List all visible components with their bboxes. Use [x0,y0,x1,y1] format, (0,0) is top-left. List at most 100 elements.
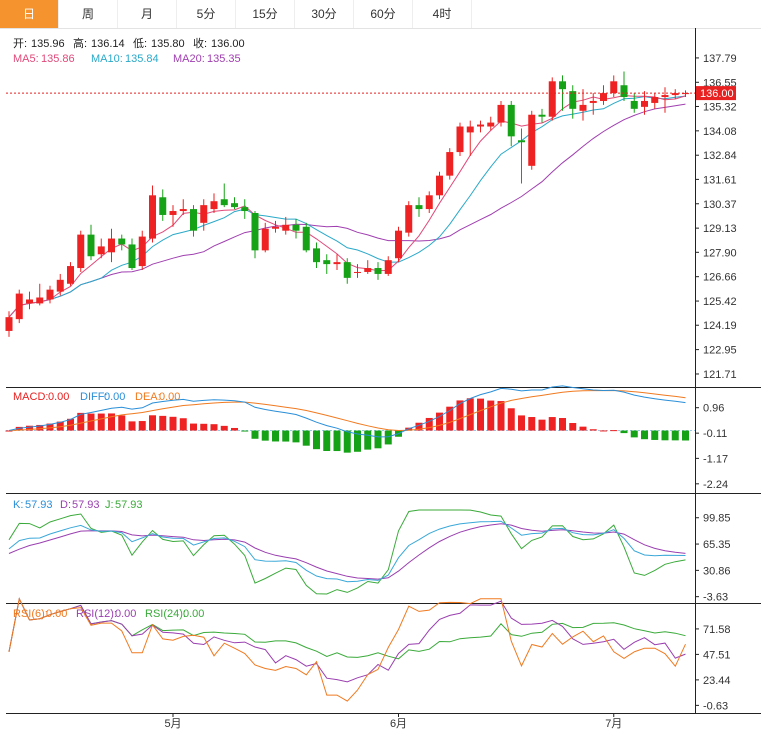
candle [138,230,146,270]
tab-30min[interactable]: 30分 [295,0,354,28]
candle-body [5,317,13,331]
kdj-pane: 99.85 65.35 30.86 -3.63 [8,509,731,604]
x-tick-label: 5月 [164,718,181,730]
macd-histogram-bar [138,421,146,431]
k-label: K: [13,499,23,511]
macd-histogram-bar [415,422,423,431]
candle-body [548,81,556,117]
candle [36,283,44,306]
candle [569,85,577,119]
candle [620,71,628,101]
candle-body [661,95,669,98]
tab-day[interactable]: 日 [0,0,59,28]
d-value: 57.93 [72,499,100,511]
macd-histogram-bar [477,398,484,431]
macd-histogram-bar [456,400,464,431]
macd-histogram-bar [118,415,126,431]
candle [26,291,33,310]
macd-histogram-bar [149,415,156,431]
candle-body [487,122,495,127]
candle-body [36,297,44,304]
low-value: 135.80 [151,38,185,50]
candle [497,100,505,127]
candle-body [600,93,607,101]
candle [661,87,669,113]
tab-month[interactable]: 月 [118,0,177,28]
macd-histogram-bar [425,417,433,431]
candle-body [292,224,300,231]
tab-15min[interactable]: 15分 [236,0,295,28]
candle-body [477,124,484,127]
macd-histogram-bar [538,419,546,431]
macd-legend: MACD: 0.00 DIFF: 0.00 DEA: 0.00 [13,391,180,403]
tab-4hour[interactable]: 4时 [413,0,472,28]
tab-week[interactable]: 周 [59,0,118,28]
ma5-label: MA5: [13,53,39,65]
candle-body [149,195,156,239]
candle [323,254,331,274]
ma10-line [8,95,686,318]
candle-body [559,81,566,90]
macd-histogram-bar [261,430,269,441]
candle [282,216,290,235]
macd-histogram-bar [333,430,341,452]
candle [77,230,85,272]
macd-histogram-bar [272,430,279,442]
macd-histogram-bar [46,423,54,431]
pane-frames [6,28,761,714]
close-label: 收: [193,36,207,50]
rsi12-line [8,597,686,683]
macd-histogram-bar [507,408,515,431]
candle-body [651,97,659,103]
candle-body [118,238,126,245]
macd-histogram-bar [210,424,218,431]
diff-value: 0.00 [104,391,125,403]
candle [190,205,197,237]
macd-histogram-bar [446,406,454,431]
macd-histogram-bar [682,430,689,441]
ma20-label: MA20: [173,53,205,65]
macd-histogram-bar [374,430,382,449]
candle-body [261,228,269,251]
candle-body [138,236,146,267]
kline-chart[interactable]: 开: 135.96 高: 136.14 低: 135.80 收: 136.00 … [0,28,761,748]
macd-histogram-bar [384,430,392,445]
x-axis: 5月 6月 7月 [164,713,622,730]
candle-body [569,91,577,109]
rsi6-line [8,597,686,702]
candle [446,148,454,180]
candle [374,262,382,280]
chart-area[interactable]: 开: 135.96 高: 136.14 低: 135.80 收: 136.00 … [0,28,761,748]
candle [87,224,95,261]
candle-body [220,199,228,206]
candle-body [425,195,433,210]
candle-body [579,104,587,111]
candle [507,100,515,147]
candle-body [46,289,54,300]
ma10-label: MA10: [91,53,123,65]
candle [118,234,126,251]
open-label: 开: [13,38,27,50]
diff-line [8,385,686,438]
candle-body [395,230,402,259]
candle-body [169,211,177,215]
candle [456,122,464,156]
macd-label: MACD: [13,391,48,403]
ma10-value: 135.84 [125,53,159,65]
candle [415,197,423,217]
low-label: 低: [133,37,147,50]
candle [67,262,74,286]
candle [149,185,156,243]
candle [313,242,320,269]
j-value: 57.93 [115,499,143,511]
kdj-tick-label: -3.63 [703,592,728,604]
tab-5min[interactable]: 5分 [177,0,236,28]
macd-histogram-bar [251,430,259,439]
tab-60min[interactable]: 60分 [354,0,413,28]
macd-tick-label: -2.24 [703,479,728,491]
candle [261,222,269,253]
candle [15,289,23,324]
macd-histogram-bar [36,424,44,431]
high-value: 136.14 [91,38,125,50]
macd-tick-label: -1.17 [703,453,728,465]
